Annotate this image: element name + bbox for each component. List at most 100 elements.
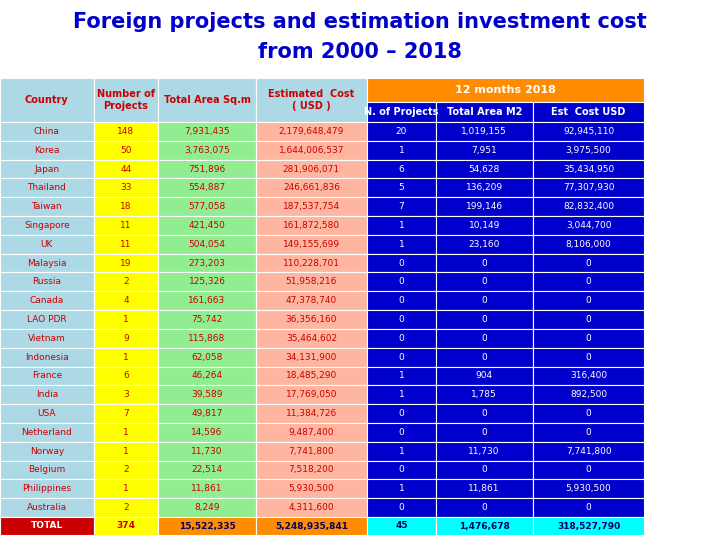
Bar (0, 178, 94, 197)
Bar (158, 216, 256, 235)
Text: 35,464,602: 35,464,602 (286, 334, 337, 343)
Text: 7,741,800: 7,741,800 (289, 447, 334, 456)
Bar (256, 386, 367, 404)
Text: 1: 1 (123, 353, 129, 362)
Text: Country: Country (25, 95, 68, 105)
Bar (436, 498, 533, 517)
Bar (158, 386, 256, 404)
Text: 49,817: 49,817 (192, 409, 222, 418)
Text: Number of
Projects: Number of Projects (97, 89, 155, 111)
Text: 0: 0 (482, 353, 487, 362)
Text: 34,131,900: 34,131,900 (286, 353, 337, 362)
Bar (158, 310, 256, 329)
Text: 125,326: 125,326 (189, 278, 225, 286)
Bar (0, 461, 94, 480)
Bar (94, 404, 158, 423)
Text: 2: 2 (123, 503, 129, 512)
Bar (158, 197, 256, 216)
Text: 23,160: 23,160 (469, 240, 500, 249)
Text: 9: 9 (123, 334, 129, 343)
Text: Australia: Australia (27, 503, 67, 512)
Text: 0: 0 (586, 296, 591, 305)
Text: 11: 11 (120, 240, 132, 249)
Bar (533, 498, 644, 517)
Text: 11,861: 11,861 (192, 484, 222, 493)
Bar (94, 498, 158, 517)
Text: 161,872,580: 161,872,580 (283, 221, 340, 230)
Text: 0: 0 (399, 409, 404, 418)
Text: 7: 7 (123, 409, 129, 418)
Text: 44: 44 (120, 165, 132, 173)
Text: Canada: Canada (30, 296, 64, 305)
Text: 0: 0 (586, 315, 591, 324)
Bar (367, 141, 436, 160)
Text: N. of Projects: N. of Projects (364, 107, 438, 117)
Text: 0: 0 (586, 503, 591, 512)
Bar (256, 178, 367, 197)
Text: 3,044,700: 3,044,700 (566, 221, 611, 230)
Text: 0: 0 (482, 428, 487, 437)
Bar (367, 517, 436, 535)
Text: 1: 1 (123, 447, 129, 456)
Bar (256, 216, 367, 235)
Text: 0: 0 (399, 353, 404, 362)
Bar (533, 216, 644, 235)
Text: 1: 1 (399, 447, 404, 456)
Bar (436, 517, 533, 535)
Bar (158, 498, 256, 517)
Text: 4: 4 (123, 296, 129, 305)
Text: 504,054: 504,054 (189, 240, 225, 249)
Text: Malaysia: Malaysia (27, 259, 66, 268)
Text: 11,730: 11,730 (192, 447, 222, 456)
Text: 0: 0 (586, 409, 591, 418)
Text: Netherland: Netherland (22, 428, 72, 437)
Bar (436, 197, 533, 216)
Text: 6: 6 (123, 372, 129, 380)
Bar (533, 404, 644, 423)
Text: 4,311,600: 4,311,600 (289, 503, 334, 512)
Bar (367, 498, 436, 517)
Bar (94, 160, 158, 178)
Text: 54,628: 54,628 (469, 165, 500, 173)
Bar (0, 141, 94, 160)
Bar (158, 517, 256, 535)
Bar (0, 404, 94, 423)
Text: 136,209: 136,209 (466, 184, 503, 192)
Bar (533, 310, 644, 329)
Text: 421,450: 421,450 (189, 221, 225, 230)
Bar (0, 291, 94, 310)
Bar (533, 141, 644, 160)
Bar (533, 197, 644, 216)
Text: 149,155,699: 149,155,699 (283, 240, 340, 249)
Bar (0, 480, 94, 498)
Bar (367, 102, 436, 122)
Text: 0: 0 (399, 278, 404, 286)
Text: Norway: Norway (30, 447, 64, 456)
Text: 7: 7 (399, 202, 404, 211)
Bar (436, 291, 533, 310)
Bar (367, 480, 436, 498)
Bar (367, 310, 436, 329)
Bar (158, 273, 256, 291)
Bar (256, 442, 367, 461)
Text: Belgium: Belgium (28, 465, 66, 475)
Bar (533, 102, 644, 122)
Text: 51,958,216: 51,958,216 (286, 278, 337, 286)
Bar (533, 367, 644, 386)
Bar (94, 329, 158, 348)
Text: 0: 0 (482, 334, 487, 343)
Bar (436, 348, 533, 367)
Text: 33: 33 (120, 184, 132, 192)
Bar (533, 423, 644, 442)
Text: 1,019,155: 1,019,155 (462, 127, 507, 136)
Text: 11: 11 (120, 221, 132, 230)
Bar (0, 386, 94, 404)
Bar (0, 367, 94, 386)
Bar (367, 442, 436, 461)
Text: 0: 0 (482, 278, 487, 286)
Bar (436, 423, 533, 442)
Bar (256, 160, 367, 178)
Bar (256, 461, 367, 480)
Text: 0: 0 (399, 259, 404, 268)
Bar (533, 480, 644, 498)
